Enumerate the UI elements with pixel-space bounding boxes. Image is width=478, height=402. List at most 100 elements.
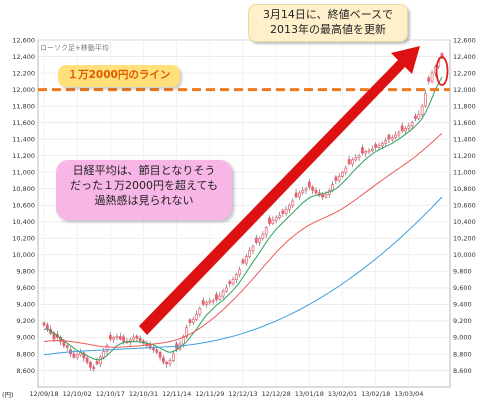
y-tick-label-right: 9,400 — [453, 301, 472, 309]
candle-body — [268, 217, 271, 224]
candle-body — [168, 360, 172, 365]
y-tick-label-right: 11,600 — [453, 119, 476, 127]
candle-body — [185, 327, 189, 337]
y-tick-label-left: 10,000 — [12, 251, 35, 259]
candle-body — [281, 210, 285, 214]
candle-body — [132, 337, 135, 341]
x-tick-label: 12/11/14 — [162, 390, 191, 398]
candle-body — [225, 287, 228, 292]
record-high-callout-line2: 2013年の最高値を更新 — [270, 22, 386, 36]
candle-body — [62, 341, 66, 347]
candle-body — [248, 250, 252, 257]
y-tick-label-left: 9,200 — [16, 317, 35, 325]
candle-body — [215, 294, 218, 300]
y-tick-label-left: 9,400 — [16, 301, 35, 309]
candle-body — [98, 356, 102, 365]
y-tick-label-left: 11,400 — [12, 135, 35, 143]
x-tick-label: 12/10/17 — [96, 390, 125, 398]
candle-body — [42, 322, 46, 326]
x-tick-label: 12/12/28 — [262, 390, 291, 398]
candle-body — [201, 300, 205, 305]
candle-body — [374, 144, 378, 148]
candle-body — [354, 156, 358, 161]
candle-body — [198, 308, 202, 315]
candle-body — [400, 125, 404, 132]
commentary-callout-line3: 過熱感は見られない — [94, 193, 194, 207]
candle-body — [424, 93, 427, 107]
y-tick-label-left: 12,000 — [12, 86, 35, 94]
y-unit-label: (円) — [2, 391, 14, 399]
candle-body — [89, 361, 92, 368]
candle-body — [427, 77, 431, 82]
short-moving-average-line — [44, 76, 443, 361]
candle-body — [414, 115, 417, 119]
axis-layer: 8,600 8,600 8,800 8,800 9,000 9,000 9,200 9,200… — [12, 36, 476, 398]
candle-body — [274, 217, 278, 221]
candle-body — [390, 137, 394, 140]
candle-body — [384, 140, 388, 144]
candle-body — [337, 175, 341, 181]
x-tick-label: 12/11/29 — [195, 390, 224, 398]
commentary-callout: 日経平均は、節目となりそう だった１万2000円を超えても 過熱感は見られない — [56, 160, 232, 220]
candle-body — [244, 256, 248, 264]
x-tick-label: 12/10/02 — [63, 390, 92, 398]
candle-body — [161, 357, 165, 363]
y-tick-label-right: 10,000 — [453, 251, 476, 259]
y-tick-label-left: 10,400 — [12, 218, 35, 226]
candle-body — [82, 352, 86, 359]
y-tick-label-left: 9,800 — [16, 268, 35, 276]
candle-body — [158, 351, 162, 358]
candle-body — [181, 336, 185, 345]
y-tick-label-right: 12,000 — [453, 86, 476, 94]
candle-body — [231, 279, 235, 285]
candle-body — [377, 145, 381, 148]
y-tick-label-left: 12,600 — [12, 36, 35, 44]
long-moving-average-line — [43, 196, 443, 356]
moving-average-layer — [43, 76, 443, 361]
candle-body — [45, 324, 49, 330]
candle-body — [155, 349, 159, 353]
y-tick-label-left: 10,600 — [12, 202, 35, 210]
y-tick-label-right: 12,200 — [453, 69, 476, 77]
candle-body — [105, 345, 109, 352]
trend-arrow-layer — [139, 46, 449, 335]
candle-body — [112, 337, 116, 340]
y-tick-label-right: 9,000 — [453, 334, 472, 342]
candle-body — [258, 237, 261, 243]
candle-body — [171, 353, 175, 361]
mid-moving-average-line — [43, 133, 443, 348]
candle-body — [261, 233, 265, 239]
candle-body — [152, 347, 155, 351]
candle-body — [351, 159, 354, 165]
candle-body — [360, 147, 364, 154]
candle-body — [241, 259, 245, 264]
candle-body — [311, 186, 315, 191]
y-tick-label-left: 11,600 — [12, 119, 35, 127]
x-tick-label: 13/02/01 — [328, 390, 357, 398]
y-tick-label-right: 9,800 — [453, 268, 472, 276]
candle-body — [301, 190, 305, 194]
y-tick-label-right: 9,200 — [453, 317, 472, 325]
candle-body — [195, 313, 198, 320]
candle-body — [334, 176, 338, 181]
candle-body — [440, 53, 444, 59]
y-tick-label-right: 10,600 — [453, 202, 476, 210]
y-tick-label-right: 11,800 — [453, 102, 476, 110]
y-tick-label-left: 9,600 — [16, 284, 35, 292]
candle-body — [397, 132, 401, 136]
candle-body — [410, 122, 414, 127]
y-tick-label-left: 11,200 — [12, 152, 35, 160]
y-tick-label-left: 10,800 — [12, 185, 35, 193]
candle-body — [135, 335, 139, 339]
y-tick-label-right: 10,400 — [453, 218, 476, 226]
candle-body — [118, 336, 122, 340]
record-high-callout-line1: 3月14日に、終値ベースで — [262, 8, 394, 21]
candle-body — [380, 142, 384, 147]
candle-body — [75, 354, 79, 358]
candle-body — [95, 360, 99, 365]
y-tick-label-right: 12,600 — [453, 36, 476, 44]
candle-body — [122, 336, 126, 342]
y-tick-label-left: 11,000 — [12, 168, 35, 176]
y-tick-label-right: 10,200 — [453, 235, 476, 243]
